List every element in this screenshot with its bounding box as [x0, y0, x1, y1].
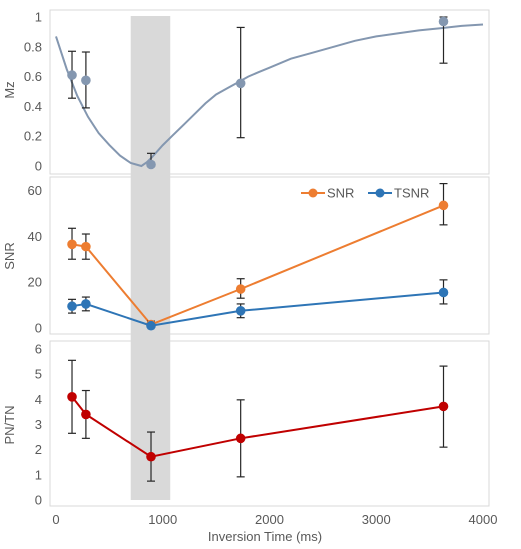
- snr-y-ticks: 0 20 40 60: [28, 183, 42, 336]
- tsnr-point: [146, 320, 156, 331]
- y-tick-label: 4: [35, 392, 42, 407]
- x-axis-title: Inversion Time (ms): [208, 529, 322, 544]
- fit-curve: [55, 23, 484, 168]
- legend-label-snr: SNR: [327, 186, 354, 201]
- legend-label-tsnr: TSNR: [394, 186, 429, 201]
- series-point: [438, 401, 449, 412]
- series-point: [235, 78, 246, 89]
- snr-point: [67, 239, 77, 250]
- legend-marker-tsnr: [375, 188, 385, 198]
- series-point: [146, 159, 156, 170]
- y-tick-label: 3: [35, 417, 42, 432]
- tsnr-point: [81, 299, 91, 309]
- x-tick-label: 2000: [255, 512, 284, 527]
- snr-line: [71, 204, 444, 326]
- pn-tn-panel-frame: [49, 340, 490, 507]
- y-tick-label: 6: [35, 342, 42, 357]
- tsnr-point: [67, 301, 77, 312]
- mz-marks: [55, 16, 484, 170]
- tsnr-point: [438, 287, 449, 298]
- x-ticks: 0 1000 2000 3000 4000: [52, 512, 497, 527]
- series-point: [81, 409, 91, 420]
- mz-panel-frame: [49, 9, 490, 175]
- x-tick-label: 4000: [469, 512, 498, 527]
- legend: SNR TSNR: [301, 186, 429, 201]
- mz-y-axis-title: Mz: [2, 81, 17, 98]
- y-tick-label: 0.2: [24, 129, 42, 144]
- series-point: [235, 433, 246, 444]
- snr-point: [438, 200, 449, 211]
- series-point: [438, 16, 449, 27]
- snr-marks: [67, 182, 449, 331]
- snr-panel: 0 20 40 60 SNR SNR TSNR: [2, 176, 490, 336]
- mz-panel: 0 0.2 0.4 0.6 0.8 1 Mz: [2, 9, 490, 175]
- snr-panel-frame: [49, 176, 490, 335]
- y-tick-label: 40: [28, 229, 42, 244]
- series-point: [67, 70, 77, 80]
- y-tick-label: 5: [35, 367, 42, 382]
- tsnr-point: [235, 306, 246, 316]
- x-tick-label: 3000: [362, 512, 391, 527]
- snr-y-axis-title: SNR: [2, 242, 17, 269]
- y-tick-label: 0: [35, 159, 42, 174]
- y-tick-label: 0: [35, 321, 42, 336]
- y-tick-label: 0.4: [24, 99, 42, 114]
- mz-y-ticks: 0 0.2 0.4 0.6 0.8 1: [24, 10, 42, 174]
- x-tick-label: 0: [52, 512, 59, 527]
- pn-tn-marks: [67, 359, 449, 482]
- y-tick-label: 20: [28, 275, 42, 290]
- y-tick-label: 1: [35, 10, 42, 25]
- pn-tn-y-axis-title: PN/TN: [2, 406, 17, 445]
- y-tick-label: 1: [35, 467, 42, 482]
- pn-tn-y-ticks: 0 1 2 3 4 5 6: [35, 342, 42, 508]
- series-line: [71, 396, 444, 458]
- y-tick-label: 60: [28, 183, 42, 198]
- series-point: [146, 451, 156, 462]
- y-tick-label: 2: [35, 442, 42, 457]
- y-tick-label: 0.6: [24, 69, 42, 84]
- pn-tn-panel: 0 1 2 3 4 5 6 PN/TN 0 1000 2000 3000 4000 Inversio…: [2, 340, 497, 544]
- series-point: [81, 75, 91, 86]
- snr-point: [81, 241, 91, 252]
- y-tick-label: 0: [35, 493, 42, 508]
- x-tick-label: 1000: [148, 512, 177, 527]
- null-point-shading: [130, 16, 171, 500]
- snr-point: [235, 284, 246, 294]
- legend-marker-snr: [308, 188, 318, 198]
- series-point: [67, 392, 77, 402]
- y-tick-label: 0.8: [24, 39, 42, 54]
